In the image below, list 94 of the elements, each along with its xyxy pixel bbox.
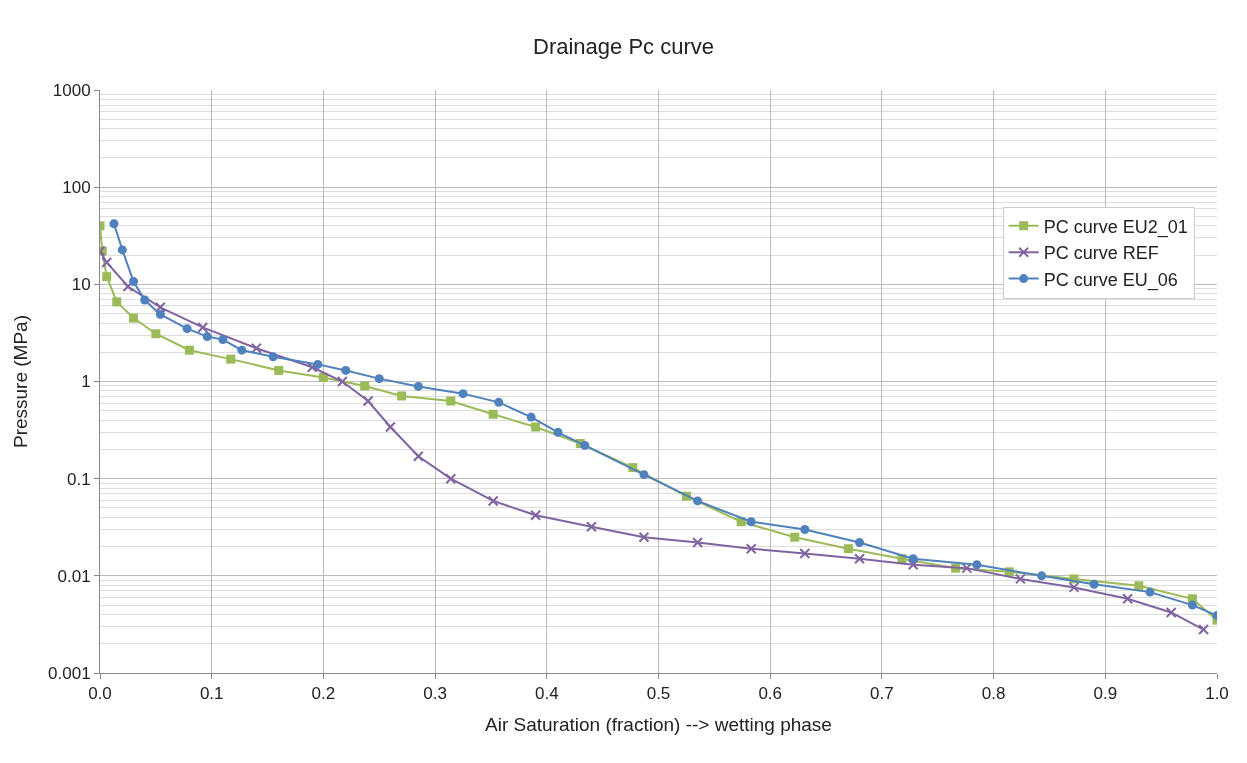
x-tick-label: 1.0	[1205, 684, 1229, 704]
point	[488, 409, 498, 419]
point	[908, 554, 918, 564]
y-tick-label: 0.01	[57, 566, 91, 586]
point	[412, 450, 424, 462]
legend-label: PC curve EU2_01	[1043, 216, 1188, 238]
point	[745, 543, 757, 555]
point	[226, 354, 236, 364]
x-tick-label: 0.5	[646, 684, 671, 704]
point	[109, 219, 119, 229]
point	[1122, 593, 1134, 605]
point	[397, 391, 407, 401]
point	[961, 562, 973, 574]
point	[129, 276, 139, 286]
point	[268, 352, 278, 362]
point	[112, 297, 122, 307]
point	[972, 560, 982, 570]
point	[151, 329, 161, 339]
point	[374, 374, 384, 384]
point	[122, 281, 134, 292]
y-tick-label: 1	[81, 372, 91, 392]
point	[341, 365, 351, 375]
x-tick-label: 0.9	[1093, 684, 1118, 704]
point	[746, 517, 756, 527]
point	[1134, 581, 1144, 591]
point	[155, 309, 165, 319]
point	[362, 395, 374, 407]
x-tick-label: 0.0	[88, 684, 112, 704]
point	[197, 321, 209, 333]
legend-label: PC curve REF	[1043, 243, 1159, 264]
point	[494, 397, 504, 407]
point	[1014, 573, 1026, 585]
point	[639, 470, 649, 480]
chart-title: Drainage Pc curve	[533, 33, 714, 59]
y-axis-title: Pressure (MPa)	[9, 314, 31, 449]
point	[1198, 624, 1210, 636]
x-tick-label: 0.4	[534, 684, 559, 704]
point	[182, 324, 192, 334]
legend-label: PC curve EU_06	[1043, 269, 1178, 291]
y-tick-label: 100	[62, 178, 91, 198]
point	[413, 381, 423, 391]
y-tick-label: 0.001	[48, 663, 91, 683]
point	[692, 537, 704, 549]
x-axis-title: Air Saturation (fraction) --> wetting phase	[485, 714, 832, 736]
point	[580, 440, 590, 450]
point	[1187, 600, 1197, 610]
point	[237, 345, 247, 355]
point	[799, 547, 811, 559]
point	[445, 473, 457, 485]
point	[274, 365, 284, 375]
point	[526, 412, 536, 422]
point	[336, 376, 348, 387]
point	[487, 495, 499, 507]
point	[530, 509, 542, 521]
x-tick-label: 0.7	[870, 684, 894, 704]
point	[553, 427, 563, 437]
y-tick-label: 1000	[52, 80, 91, 100]
point	[585, 521, 597, 533]
point	[154, 301, 166, 313]
point	[184, 345, 194, 355]
point	[1165, 606, 1177, 618]
point	[101, 256, 113, 268]
point	[1089, 579, 1099, 589]
point	[218, 335, 228, 345]
point	[140, 295, 150, 305]
point	[202, 332, 212, 342]
point	[117, 245, 127, 255]
y-tick-label: 0.1	[66, 469, 91, 489]
point	[102, 272, 112, 282]
point	[1145, 587, 1155, 597]
x-tick-label: 0.6	[758, 684, 783, 704]
point	[800, 524, 810, 534]
point	[384, 421, 396, 433]
point	[313, 359, 323, 369]
x-tick-label: 0.8	[981, 684, 1006, 704]
x-tick-label: 0.1	[199, 684, 224, 704]
y-tick-label: 10	[71, 275, 91, 295]
point	[790, 532, 800, 542]
point	[638, 531, 650, 543]
point	[129, 313, 139, 323]
point	[250, 342, 262, 354]
point	[458, 389, 468, 399]
point	[1068, 581, 1080, 593]
point	[854, 553, 866, 565]
point	[907, 559, 919, 571]
x-tick-label: 0.2	[311, 684, 336, 704]
point	[843, 544, 853, 554]
point	[531, 422, 541, 432]
point	[1037, 571, 1047, 581]
point	[855, 538, 865, 548]
point	[693, 496, 703, 506]
point	[446, 396, 456, 406]
point	[360, 381, 370, 391]
x-tick-label: 0.3	[423, 684, 447, 704]
